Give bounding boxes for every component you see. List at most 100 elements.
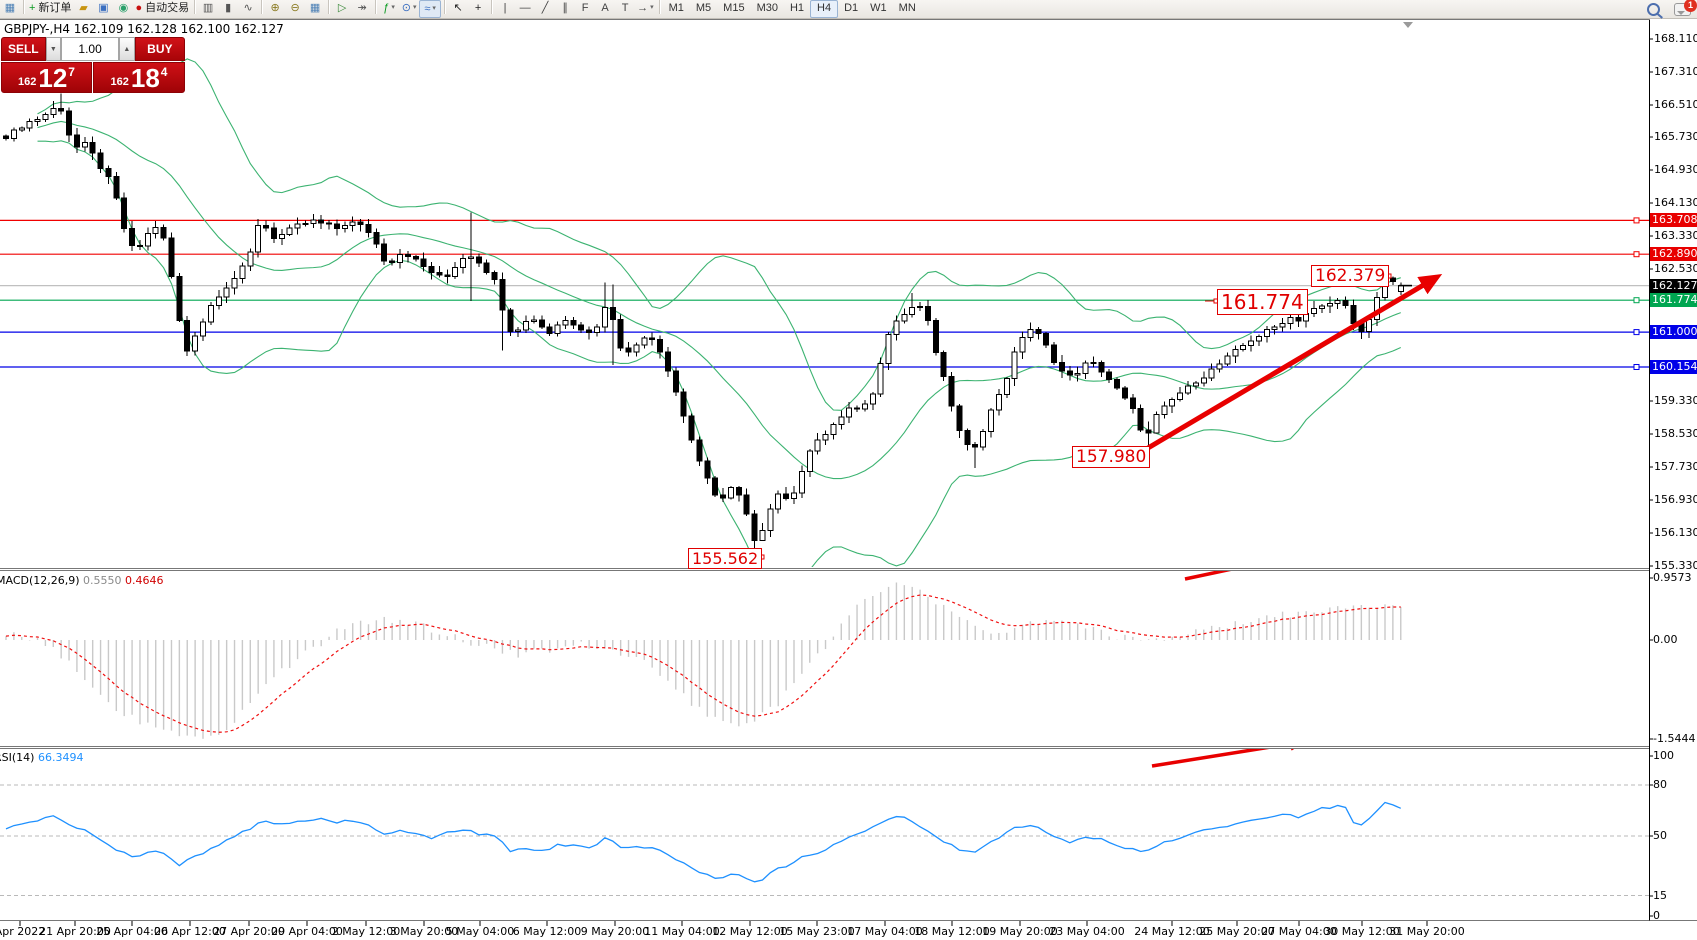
buy-price[interactable]: 162 18 4	[93, 62, 185, 93]
crosshair-icon[interactable]: +	[468, 0, 488, 16]
horizontal-line-icon[interactable]: —	[515, 0, 535, 16]
notification-badge: 1	[1684, 0, 1697, 12]
line-chart-icon[interactable]: ∿	[238, 0, 258, 16]
price-axis-tick: 157.730	[1654, 460, 1697, 473]
zoom-out-icon[interactable]: ⊖	[285, 0, 305, 16]
timeframe-m15[interactable]: M15	[723, 2, 745, 14]
fibonacci-icon-glyph: F	[581, 2, 589, 14]
time-axis-label[interactable]: 3 May 20:00	[389, 925, 459, 938]
signals-icon[interactable]: ◉	[113, 0, 133, 16]
volume-decrease-button[interactable]: ▼	[45, 37, 62, 61]
price-badge: 162.890	[1650, 247, 1697, 261]
time-axis-label[interactable]: 9 May 20:00	[580, 925, 650, 938]
templates-icon[interactable]: ≈ ▾	[419, 0, 442, 18]
chat-icon[interactable]: 1	[1674, 0, 1697, 16]
time-axis-label[interactable]: 31 May 20:00	[1389, 925, 1465, 938]
sell-price-big: 12	[38, 63, 68, 93]
timeframe-w1[interactable]: W1	[870, 2, 887, 14]
cursor-icon[interactable]: ↖	[448, 0, 468, 16]
templates-icon-caret[interactable]: ▾	[432, 5, 436, 12]
price-axis-tick: 168.110	[1654, 32, 1697, 45]
new-order-button-glyph: +	[29, 2, 36, 14]
time-axis-label[interactable]: 19 May 20:00	[982, 925, 1058, 938]
market-watch-icon[interactable]: ▰	[73, 0, 93, 16]
arrows-icon-caret[interactable]: ▾	[650, 4, 654, 11]
buy-price-prefix: 162	[110, 76, 129, 88]
trend-arrow-rsi[interactable]	[1151, 742, 1307, 768]
auto-scroll-icon[interactable]: ↠	[352, 0, 372, 16]
time-axis-label[interactable]: 25 May 20:00	[1199, 925, 1275, 938]
terminal-icon-glyph: ▣	[98, 2, 109, 14]
channel-icon-glyph: ∥	[562, 2, 568, 14]
trend-arrow-macd[interactable]	[1184, 551, 1317, 581]
timeframe-mn[interactable]: MN	[898, 2, 916, 14]
sell-button[interactable]: SELL	[1, 37, 46, 61]
autotrading-button-glyph: ●	[135, 2, 143, 14]
price-annotation[interactable]: 157.980	[1072, 446, 1151, 468]
time-axis-label[interactable]: 2 May 12:00	[331, 925, 401, 938]
main-price-panel[interactable]	[0, 58, 1649, 585]
timeframe-m30[interactable]: M30	[756, 2, 778, 14]
candlestick-chart-icon[interactable]: ▮	[218, 0, 238, 16]
time-axis-label[interactable]: Apr 2022	[0, 925, 46, 938]
timeframe-h1[interactable]: H1	[789, 2, 805, 14]
timeframe-d1[interactable]: D1	[844, 2, 859, 14]
buy-button[interactable]: BUY	[134, 37, 186, 61]
time-axis-label[interactable]: 24 May 12:00	[1134, 925, 1210, 938]
macd-panel[interactable]	[5, 551, 1402, 739]
price-axis-tick: 164.130	[1654, 196, 1697, 209]
price-badge: 163.708	[1650, 213, 1697, 227]
new-order-button[interactable]: + 新订单	[27, 0, 73, 16]
arrows-icon[interactable]: → ▾	[635, 0, 656, 16]
time-axis-label[interactable]: 17 May 04:00	[847, 925, 923, 938]
price-annotation[interactable]: 162.379	[1311, 265, 1390, 287]
timeframe-m1[interactable]: M1	[668, 2, 684, 14]
sell-price[interactable]: 162 12 7	[1, 62, 92, 93]
periods-icon[interactable]: ⊙ ▾	[399, 0, 419, 16]
trend-arrow-main[interactable]	[1146, 273, 1443, 451]
macd-axis-tick: 0.00	[1653, 633, 1678, 646]
terminal-icon[interactable]: ▣	[93, 0, 113, 16]
time-axis-label[interactable]: 27 Apr 20:00	[213, 925, 285, 938]
time-axis-label[interactable]: 6 May 12:00	[512, 925, 582, 938]
time-axis-label[interactable]: 11 May 04:00	[644, 925, 720, 938]
tile-windows-icon[interactable]: ▦	[305, 0, 325, 16]
indicators-icon[interactable]: ƒ ▾	[379, 0, 399, 16]
time-axis-label[interactable]: 29 Apr 04:00	[271, 925, 343, 938]
time-axis-label[interactable]: 30 May 12:00	[1324, 925, 1400, 938]
price-annotation[interactable]: 161.774	[1217, 289, 1308, 315]
time-axis-label[interactable]: 15 May 23:00	[779, 925, 855, 938]
trendline-icon[interactable]: ╱	[535, 0, 555, 16]
timeframe-h4[interactable]: H4	[810, 0, 839, 18]
time-axis-label[interactable]: 18 May 12:00	[914, 925, 990, 938]
fibonacci-icon[interactable]: F	[575, 0, 595, 16]
search-icon[interactable]	[1647, 2, 1660, 16]
time-axis-label[interactable]: 5 May 04:00	[445, 925, 515, 938]
autotrading-button[interactable]: ● 自动交易	[133, 0, 191, 16]
one-click-trading-panel: SELL ▼ ▲ BUY 162 12 7 162 18 4	[1, 37, 186, 93]
time-axis-label[interactable]: 12 May 12:00	[712, 925, 788, 938]
volume-increase-button[interactable]: ▲	[119, 37, 135, 61]
text-icon[interactable]: A	[595, 0, 615, 16]
time-axis-label[interactable]: 21 Apr 20:00	[39, 925, 111, 938]
time-axis-label[interactable]: 26 Apr 12:00	[154, 925, 226, 938]
volume-input[interactable]	[61, 37, 120, 61]
timeframe-m5[interactable]: M5	[695, 2, 712, 14]
chart-shift-icon[interactable]: ▷	[332, 0, 352, 16]
rsi-axis-tick: 50	[1653, 829, 1667, 842]
time-axis-label[interactable]: 23 May 04:00	[1049, 925, 1125, 938]
text-label-icon[interactable]: T	[615, 0, 635, 16]
chart-window-icon[interactable]: ▦	[0, 0, 20, 16]
time-axis-label[interactable]: 25 Apr 04:00	[96, 925, 168, 938]
periods-icon-caret[interactable]: ▾	[412, 4, 417, 11]
indicators-icon-caret[interactable]: ▾	[391, 4, 395, 11]
time-axis-label[interactable]: 27 May 04:00	[1261, 925, 1337, 938]
rsi-panel[interactable]	[0, 742, 1649, 896]
vertical-line-icon[interactable]: |	[495, 0, 515, 16]
zoom-in-icon[interactable]: ⊕	[265, 0, 285, 16]
bar-chart-icon[interactable]: ▥	[198, 0, 218, 16]
price-annotation[interactable]: 155.562	[688, 548, 763, 569]
channel-icon[interactable]: ∥	[555, 0, 575, 16]
price-axis-tick: 159.330	[1654, 394, 1697, 407]
